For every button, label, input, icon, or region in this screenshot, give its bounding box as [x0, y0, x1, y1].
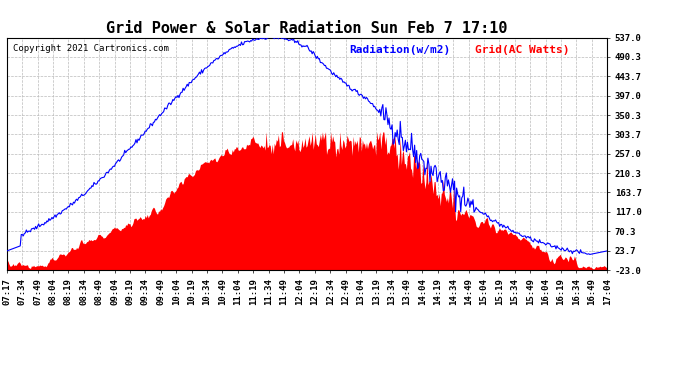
Title: Grid Power & Solar Radiation Sun Feb 7 17:10: Grid Power & Solar Radiation Sun Feb 7 1…	[106, 21, 508, 36]
Text: Copyright 2021 Cartronics.com: Copyright 2021 Cartronics.com	[13, 45, 169, 54]
Text: Radiation(w/m2): Radiation(w/m2)	[349, 45, 451, 54]
Text: Grid(AC Watts): Grid(AC Watts)	[475, 45, 570, 54]
